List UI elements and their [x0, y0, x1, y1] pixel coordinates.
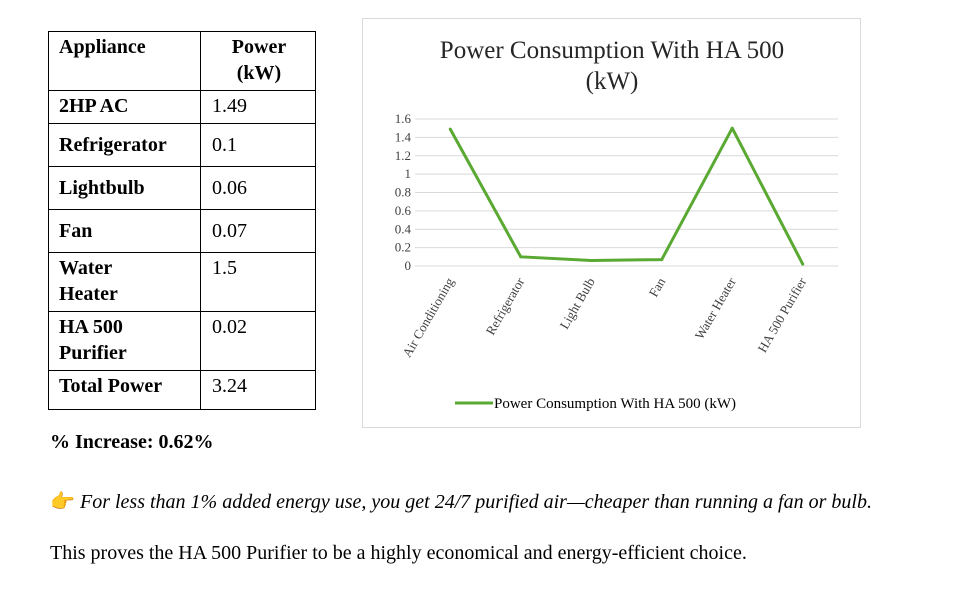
- y-tick-label: 0.8: [395, 185, 411, 200]
- table-row: Water Heater 1.5: [48, 252, 316, 312]
- table-row: Fan 0.07: [48, 209, 316, 253]
- note-paragraph: 👉 For less than 1% added energy use, you …: [50, 489, 950, 516]
- x-category-label: Light Bulb: [557, 275, 598, 332]
- line-chart: Power Consumption With HA 500 (kW) 00.20…: [395, 37, 838, 412]
- data-point: [589, 258, 593, 262]
- x-category-label: Air Conditioning: [399, 275, 457, 360]
- x-axis-categories: Air Conditioning Refrigerator Light Bulb Fa…: [399, 274, 809, 359]
- row-name: 2HP AC: [48, 90, 201, 124]
- row-name-line2: Heater: [59, 283, 118, 305]
- data-point: [448, 127, 452, 131]
- y-tick-label: 1.2: [395, 148, 411, 163]
- y-axis-ticks: 0 0.2 0.4 0.6 0.8 1 1.2 1.4 1.6: [395, 111, 412, 273]
- row-name: HA 500 Purifier: [48, 311, 201, 371]
- table-row: HA 500 Purifier 0.02: [48, 311, 316, 371]
- note-text: For less than 1% added energy use, you g…: [80, 491, 872, 513]
- table-row: Lightbulb 0.06: [48, 166, 316, 210]
- table-header-row: Appliance Power (kW): [48, 31, 316, 91]
- y-tick-label: 0: [405, 258, 412, 273]
- header-power-line2: (kW): [236, 62, 282, 84]
- y-tick-label: 1.4: [395, 129, 412, 144]
- data-point: [730, 126, 734, 130]
- table-row: 2HP AC 1.49: [48, 90, 316, 124]
- series-line: [448, 126, 805, 265]
- row-name: Fan: [48, 209, 201, 253]
- power-table: Appliance Power (kW) 2HP AC 1.49 Refrige…: [48, 31, 316, 410]
- x-category-label: Refrigerator: [483, 274, 528, 337]
- data-point: [660, 258, 664, 262]
- row-name: Water Heater: [48, 252, 201, 312]
- y-tick-label: 1.6: [395, 111, 412, 126]
- y-tick-label: 0.6: [395, 203, 412, 218]
- x-category-label: Fan: [646, 275, 669, 300]
- header-appliance: Appliance: [48, 31, 201, 91]
- row-name-line2: Purifier: [59, 342, 127, 364]
- row-value: 0.02: [200, 311, 316, 371]
- x-category-label: HA 500 Purifier: [754, 274, 809, 355]
- y-tick-label: 0.4: [395, 221, 412, 236]
- legend: Power Consumption With HA 500 (kW): [455, 396, 736, 412]
- header-power-line1: Power: [231, 36, 287, 58]
- chart-title-line1: Power Consumption With HA 500: [440, 37, 784, 64]
- row-name: Lightbulb: [48, 166, 201, 210]
- chart-container: Power Consumption With HA 500 (kW) 0 0.2 0…: [362, 18, 861, 428]
- x-category-label: Water Heater: [692, 274, 740, 341]
- series-layer: [448, 126, 805, 266]
- row-name-line1: HA 500: [59, 316, 123, 338]
- y-tick-label: 0.2: [395, 240, 411, 255]
- chart-title-line2: (kW): [586, 68, 639, 95]
- pointing-hand-icon: 👉: [50, 491, 75, 513]
- gridlines: [415, 118, 838, 267]
- data-point: [801, 262, 805, 266]
- legend-label: Power Consumption With HA 500 (kW): [494, 396, 736, 412]
- conclusion-text: This proves the HA 500 Purifier to be a …: [50, 542, 747, 564]
- y-tick-label: 1: [405, 166, 412, 181]
- data-point: [519, 255, 523, 259]
- row-value: 1.49: [200, 90, 316, 124]
- row-value: 1.5: [200, 252, 316, 312]
- table-row: Refrigerator 0.1: [48, 123, 316, 167]
- row-value: 0.1: [200, 123, 316, 167]
- table-row: Total Power 3.24: [48, 370, 316, 410]
- percent-increase: % Increase: 0.62%: [50, 431, 214, 453]
- header-power: Power (kW): [200, 31, 316, 91]
- row-value: 3.24: [200, 370, 316, 410]
- row-value: 0.06: [200, 166, 316, 210]
- row-name: Refrigerator: [48, 123, 201, 167]
- row-value: 0.07: [200, 209, 316, 253]
- row-name: Total Power: [48, 370, 201, 410]
- row-name-line1: Water: [59, 257, 113, 279]
